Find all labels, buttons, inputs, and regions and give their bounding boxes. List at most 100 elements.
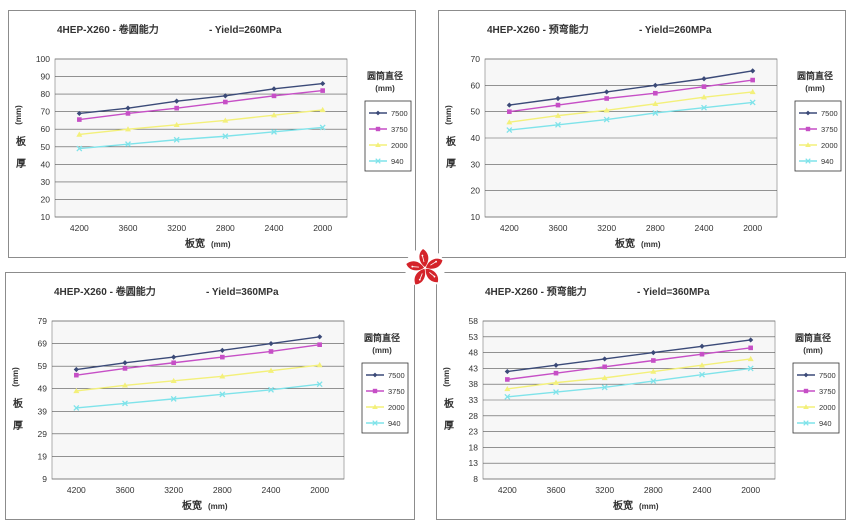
x-tick-label: 2800 [213,485,232,495]
y-tick-label: 13 [469,458,479,468]
plot-area [51,320,345,480]
legend-marker [372,372,378,378]
x-tick-label: 3600 [119,223,138,233]
data-point [73,404,80,411]
legend-marker [805,110,811,116]
legend-marker [805,126,811,132]
data-point [701,84,707,89]
legend-unit: (mm) [372,346,392,355]
legend-title: 圆筒直径 [364,332,400,343]
data-point [125,141,131,148]
data-point [750,68,756,74]
data-point [749,99,756,106]
data-point [603,107,610,113]
data-point [122,382,128,388]
x-axis-unit: (mm) [208,502,228,511]
chart-svg-prebend-360: 8 13 18 23 28 33 38 43 48 53 58 4200 3600 3200 2800 240… [442,285,840,512]
data-point [652,100,659,106]
y-tick-label: 58 [469,316,479,326]
legend-label: 7500 [819,371,836,380]
data-point [699,351,705,357]
series-line-3750 [79,89,323,121]
chart-svg-roll-260: 10 20 30 40 50 60 70 80 90 100 4200 3600 3200 2800 240… [14,23,412,250]
data-point [553,362,559,368]
x-axis-label: 板宽 [185,237,205,250]
data-point [319,124,326,131]
legend-marker [375,142,381,147]
chart-panel-prebend-360: 8 13 18 23 28 33 38 43 48 53 58 4200 3600 3200 2800 240… [436,272,846,520]
data-point [268,386,274,393]
legend-title: 圆筒直径 [797,70,833,81]
x-tick-label: 3200 [595,485,614,495]
y-tick-label: 8 [473,474,478,484]
data-point [504,393,511,400]
chart-panel-prebend-260: 10 20 30 40 50 60 70 4200 3600 3200 2800 2400 2000 4H… [438,10,846,258]
x-tick-label: 2400 [693,485,712,495]
data-point [504,368,510,375]
data-point [271,128,277,135]
data-point [555,102,561,108]
data-point [271,93,277,99]
y-axis-label-char: 厚 [444,420,454,432]
y-axis-label-char: 厚 [446,158,456,170]
y-tick-label: 50 [41,142,51,152]
series-line-7500 [509,70,753,106]
legend-label: 3750 [821,125,838,134]
x-tick-label: 3600 [547,485,566,495]
data-point [174,105,179,111]
x-tick-label: 2400 [262,485,281,495]
bauhinia-petal [414,268,426,285]
data-point [73,387,80,394]
data-point [650,378,657,384]
bauhinia-petal [425,258,443,269]
legend-label: 940 [819,419,832,428]
series-line-3750 [509,79,753,113]
data-point [77,117,82,122]
x-axis-label: 板宽 [615,237,635,250]
y-tick-label: 70 [471,54,481,64]
series-line-940 [509,101,753,131]
data-point [76,131,83,137]
data-point [122,400,128,407]
y-tick-label: 29 [38,429,48,439]
y-tick-label: 60 [471,80,481,90]
chart-svg-roll-360: 9 19 29 39 49 59 69 79 4200 3600 3200 2800 2400 2000 4… [11,285,409,512]
y-tick-label: 50 [471,107,481,117]
y-tick-label: 59 [38,361,48,371]
data-point [219,391,226,398]
x-tick-label: 2800 [646,223,665,233]
x-axis-unit: (mm) [211,240,231,249]
legend-label: 2000 [819,403,836,412]
series-line-2000 [76,364,320,392]
data-point [122,360,128,366]
legend-unit: (mm) [805,84,825,93]
series-line-7500 [76,336,320,371]
data-point [604,96,609,101]
data-point [651,358,656,363]
data-point [701,76,707,82]
y-axis-unit: (mm) [11,367,20,387]
x-tick-label: 3200 [164,485,183,495]
data-point [268,349,274,354]
data-point [601,374,608,381]
y-tick-label: 80 [41,89,51,99]
legend-label: 2000 [821,141,838,150]
data-point [74,372,79,378]
data-point [747,365,754,372]
data-point [76,110,82,117]
x-tick-label: 3600 [549,223,568,233]
data-point [601,384,608,391]
x-tick-label: 2800 [644,485,663,495]
series-line-2000 [509,91,753,123]
y-tick-label: 30 [471,159,481,169]
data-point [316,381,323,388]
data-point [320,88,325,93]
data-point [506,119,513,125]
data-point [555,95,561,102]
y-axis-label-char: 厚 [16,158,26,170]
series-line-2000 [507,358,751,390]
data-point [748,337,754,343]
x-tick-label: 4200 [498,485,517,495]
x-tick-label: 4200 [67,485,86,495]
chart-panel-roll-360: 9 19 29 39 49 59 69 79 4200 3600 3200 2800 2400 2000 4… [5,272,415,520]
